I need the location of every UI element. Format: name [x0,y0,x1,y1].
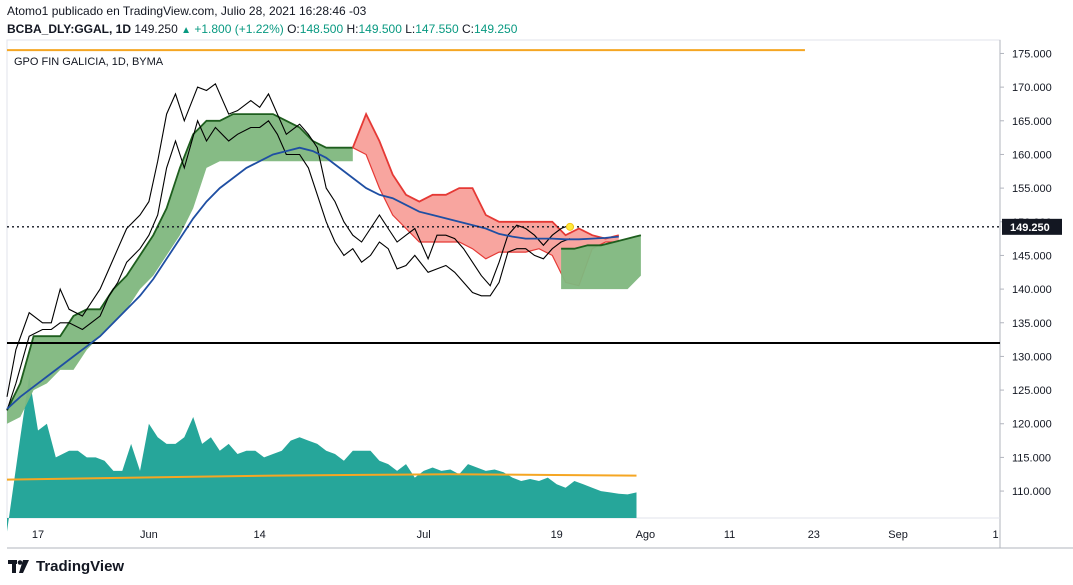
y-tick-label: 110.000 [1012,486,1051,498]
y-tick-label: 155.000 [1012,183,1052,195]
x-tick-label: 23 [808,529,820,541]
symbol-name: BCBA_DLY:GGAL, 1D [7,22,132,36]
chart-title: GPO FIN GALICIA, 1D, BYMA [14,56,164,68]
low-value: 147.550 [415,22,459,36]
y-tick-label: 125.000 [1012,385,1052,397]
cloud-edge-green-0 [6,113,353,411]
x-tick-label: 11 [724,529,735,541]
x-tick-label: 14 [254,529,266,541]
y-tick-label: 115.000 [1012,452,1051,464]
y-tick-label: 140.000 [1012,284,1052,296]
x-tick-label: Ago [636,529,656,541]
x-tick-label: Jul [417,529,431,541]
open-value: 148.500 [299,22,344,36]
cloud-red-1 [352,114,619,286]
cloud-green-0 [7,114,353,424]
y-tick-label: 170.000 [1012,82,1052,94]
close-label: C: [461,22,474,36]
x-tick-label: 19 [551,529,563,541]
volume-ma-line [6,473,637,481]
cloud-edge-red-1 [351,111,620,240]
price-high-line [6,82,571,397]
open-label: O: [287,22,300,36]
x-tick-label: Jun [140,529,158,541]
y-tick-label: 160.000 [1012,149,1052,161]
last-price: 149.250 [134,22,178,36]
high-value: 149.500 [358,22,402,36]
moving-average-line [6,146,619,410]
close-value: 149.250 [473,22,518,36]
last-price-badge [1002,218,1062,235]
y-tick-label: 165.000 [1012,116,1052,128]
y-tick-label: 135.000 [1012,318,1052,330]
price-change: +1.800 (+1.22%) [194,22,284,36]
y-tick-label: 145.000 [1012,250,1052,262]
y-tick-label: 175.000 [1012,48,1052,60]
ohlc-line: BCBA_DLY:GGAL, 1D 149.250 ▲ +1.800 (+1.2… [7,22,517,36]
volume-area [7,376,637,532]
x-axis: 17 Jun 14 Jul 19 Ago 11 23 Sep 1 [32,529,999,541]
x-tick-label: 17 [32,529,44,541]
x-tick-label: 1 [993,529,999,541]
price-low-line [6,119,571,411]
y-tick-label: 120.000 [1012,419,1052,431]
y-axis: 175.000170.000165.000160.000155.000150.0… [1000,48,1052,498]
tradingview-logo-icon [8,559,29,573]
brand-name: TradingView [36,558,125,575]
low-label: L: [405,22,416,36]
publish-info: Atomo1 publicado en TradingView.com, Jul… [7,4,367,18]
y-tick-label: 130.000 [1012,351,1052,363]
tradingview-brand[interactable]: TradingView [8,558,124,575]
up-arrow-icon: ▲ [181,25,191,36]
cloud-edge-green-2 [561,234,642,250]
last-price-marker [565,222,574,231]
x-tick-label: Sep [888,529,908,541]
high-label: H: [346,22,359,36]
last-price-label: 149.250 [1010,222,1050,234]
cloud-green-2 [561,235,641,290]
